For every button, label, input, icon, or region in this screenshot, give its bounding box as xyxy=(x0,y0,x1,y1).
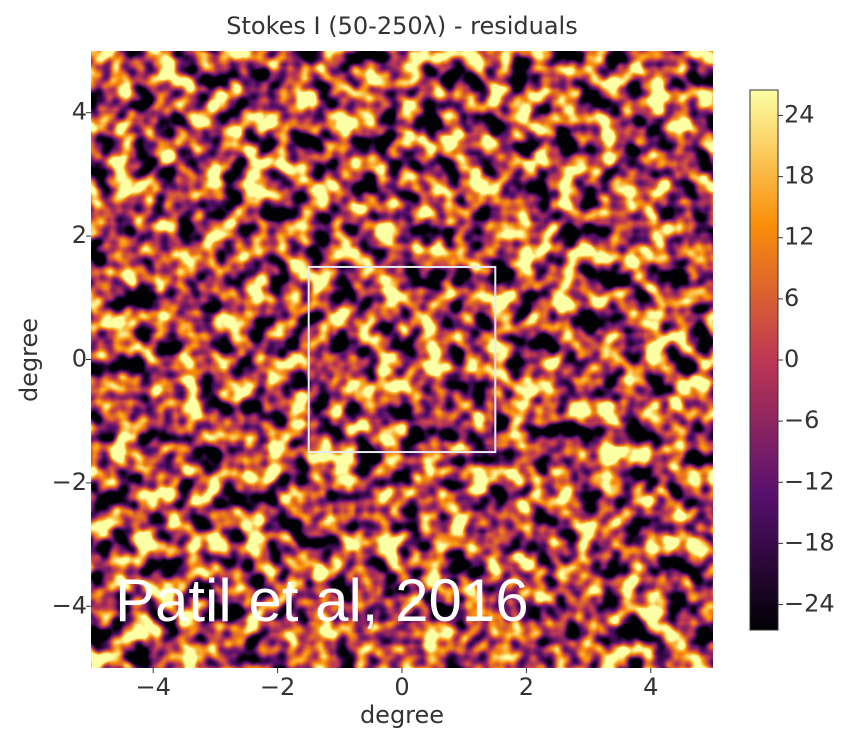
residual-map xyxy=(91,51,713,668)
x-tick-label: 2 xyxy=(519,673,534,701)
x-tick-label: 0 xyxy=(394,673,409,701)
x-tick-label: −2 xyxy=(260,673,295,701)
colorbar-tick-label: 12 xyxy=(784,223,815,251)
colorbar-tick-label: −24 xyxy=(784,590,835,618)
colorbar-tick-label: 6 xyxy=(784,284,799,312)
x-tick-label: 4 xyxy=(643,673,658,701)
x-tick-label: −4 xyxy=(136,673,171,701)
colorbar-tick-label: 24 xyxy=(784,100,815,128)
region-box xyxy=(307,265,497,454)
chart-title: Stokes I (50-250λ) - residuals xyxy=(226,12,577,40)
x-axis-label: degree xyxy=(360,701,444,729)
y-tick-label: 4 xyxy=(72,98,87,126)
colorbar-tick-label: 18 xyxy=(784,162,815,190)
annotation: Patil et al, 2016 xyxy=(115,567,529,634)
y-tick-label: 2 xyxy=(72,221,87,249)
y-tick-label: −4 xyxy=(52,591,87,619)
colorbar xyxy=(749,89,779,631)
y-tick-label: 0 xyxy=(72,345,87,373)
y-tick-label: −2 xyxy=(52,468,87,496)
colorbar-tick-label: −6 xyxy=(784,406,819,434)
y-axis-label: degree xyxy=(15,318,43,402)
colorbar-tick-label: 0 xyxy=(784,345,799,373)
colorbar-tick-label: −12 xyxy=(784,467,835,495)
colorbar-tick-label: −18 xyxy=(784,528,835,556)
